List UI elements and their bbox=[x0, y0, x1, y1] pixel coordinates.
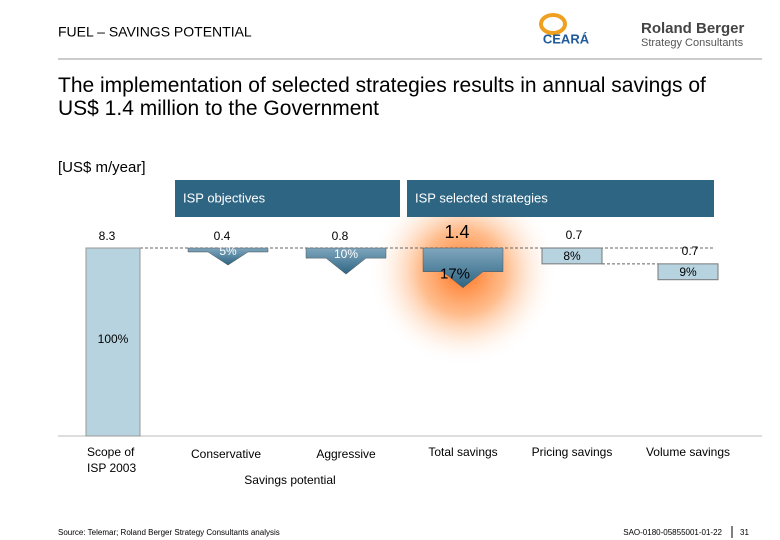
group-header bbox=[407, 180, 714, 217]
value-label: 0.7 bbox=[682, 244, 699, 258]
section-header: FUEL – SAVINGS POTENTIAL bbox=[58, 24, 252, 40]
group-label: ISP selected strategies bbox=[415, 190, 548, 205]
logo-right-sub: Strategy Consultants bbox=[641, 37, 744, 49]
share-label: 10% bbox=[334, 247, 358, 261]
title-box: The implementation of selected strategie… bbox=[58, 74, 706, 120]
category-label: Total savings bbox=[428, 445, 498, 459]
category-label: Volume savings bbox=[645, 445, 731, 459]
value-label: 0.8 bbox=[332, 229, 349, 243]
logo-left: CEARÁ bbox=[543, 31, 590, 46]
page-number: 31 bbox=[740, 528, 749, 537]
arrow bbox=[422, 247, 504, 289]
footer-code: SAO-0180-05855001-01-22 bbox=[623, 528, 722, 537]
group-axis-label: Savings potential bbox=[244, 473, 335, 487]
value-label: 0.4 bbox=[214, 229, 231, 243]
logo-right: Roland Berger bbox=[641, 20, 745, 37]
share-label: 5% bbox=[219, 244, 237, 258]
category-label: Scope of ISP 2003 bbox=[87, 445, 137, 475]
value-label: 0.7 bbox=[566, 228, 583, 242]
category-label: Conservative bbox=[190, 447, 262, 461]
value-label: 1.4 bbox=[444, 222, 469, 242]
source: Source: Telemar; Roland Berger Strategy … bbox=[58, 528, 280, 537]
unit: [US$ m/year] bbox=[58, 159, 146, 176]
logo-sun bbox=[539, 13, 567, 35]
category-label: Pricing savings bbox=[531, 445, 613, 459]
title: The implementation of selected strategie… bbox=[58, 74, 706, 120]
group-label: ISP objectives bbox=[183, 190, 266, 205]
group-header bbox=[175, 180, 400, 217]
share-label: 9% bbox=[679, 265, 697, 279]
arrow bbox=[305, 247, 387, 275]
category-label: Aggressive bbox=[316, 447, 376, 461]
share-label: 100% bbox=[98, 332, 129, 346]
bar bbox=[85, 247, 141, 437]
share-label: 8% bbox=[563, 249, 581, 263]
share-label: 17% bbox=[440, 266, 470, 283]
bar bbox=[541, 247, 603, 265]
arrow bbox=[187, 247, 269, 266]
bar bbox=[657, 263, 719, 281]
value-label: 8.3 bbox=[99, 229, 116, 243]
